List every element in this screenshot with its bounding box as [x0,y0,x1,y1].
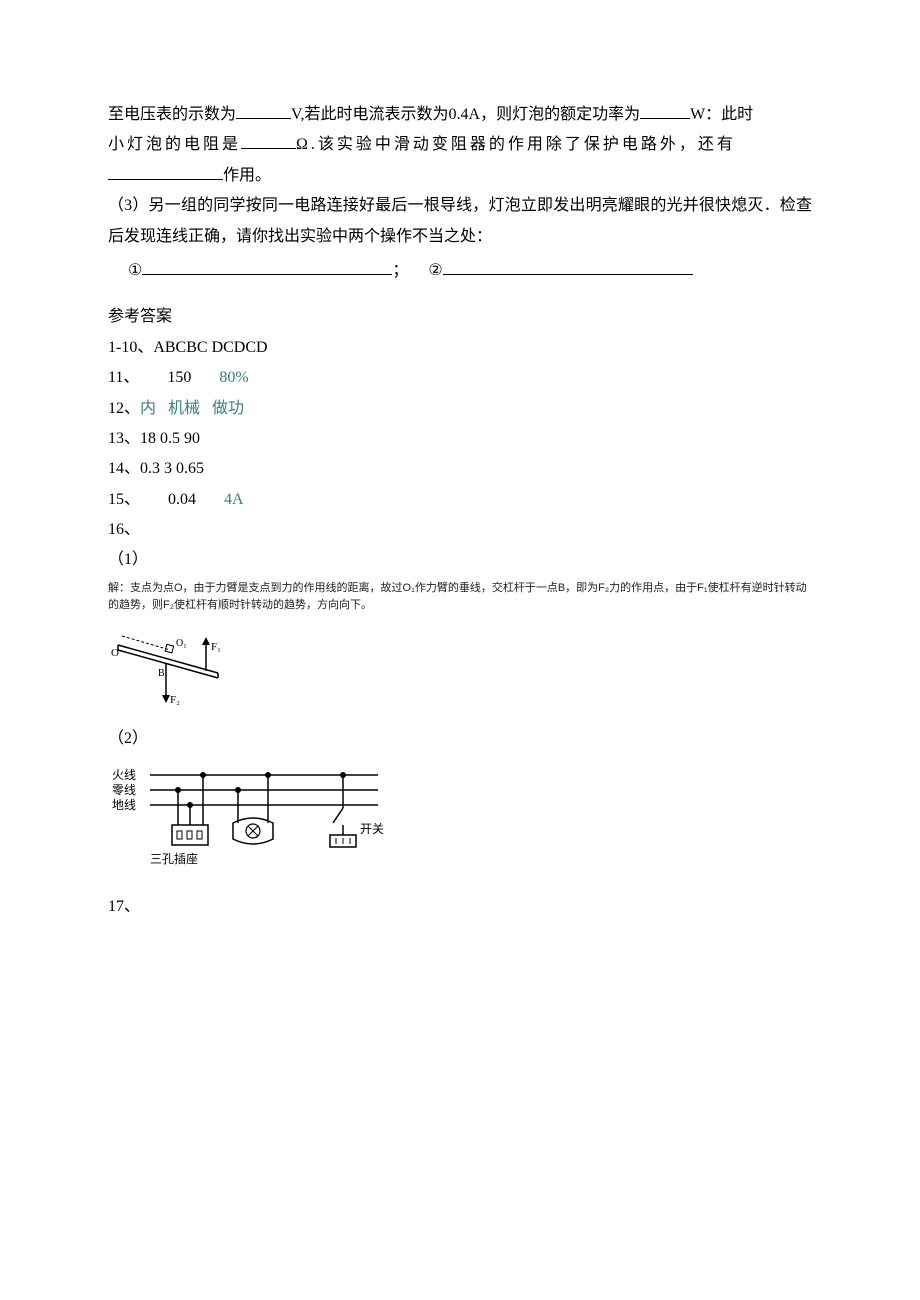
answer-1-10: 1-10、ABCBC DCDCD [108,333,812,363]
answer-15-v2: 4A [224,491,244,508]
q-line3-suffix: 作用。 [223,167,271,184]
q-line1-mid1: V,若此时电流表示数为0.4A，则灯泡的额定功率为 [291,106,640,123]
answer-13: 13、18 0.5 90 [108,424,812,454]
answer-16-sub2: （2） [108,724,812,754]
label-switch: 开关 [360,822,384,836]
label-neutral: 零线 [112,783,136,797]
answer-17: 17、 [108,892,812,922]
label-ground: 地线 [112,798,136,812]
circuit-diagram: 火线 零线 地线 三孔插座 开关 [108,763,812,884]
q-line1-end: W：此时 [690,106,753,123]
circled-1: ① [128,256,142,286]
answer-14: 14、0.3 3 0.65 [108,454,812,484]
answer-12-v1: 内 [140,400,156,417]
answer-11-v1: 150 [167,369,191,386]
q-line2-mid: Ω.该实验中滑动变阻器的作用除了保护电路外，还有 [296,136,736,153]
sep-semicolon: ； [392,262,408,279]
question-line2: 小灯泡的电阻是 Ω.该实验中滑动变阻器的作用除了保护电路外，还有 [108,130,812,160]
question-line1: 至电压表的示数为 V,若此时电流表示数为0.4A，则灯泡的额定功率为 W：此时 [108,100,812,130]
label-socket: 三孔插座 [150,851,198,866]
answer-12: 12、内 机械 做功 [108,394,812,424]
answers-title: 参考答案 [108,302,812,332]
blank-op2 [443,259,693,275]
q-line1-prefix: 至电压表的示数为 [108,106,236,123]
answer-16: 16、 [108,515,812,545]
label-F2: F₂ [170,694,180,706]
answer-16-explanation: 解：支点为点O，由于力臂是支点到力的作用线的距离，故过O₁作力臂的垂线，交杠杆于… [108,580,812,615]
label-O: O [111,647,119,659]
answer-12-v3: 做功 [212,400,244,417]
answer-11-v2: 80% [219,369,248,386]
lever-diagram: O O₁ F₁ B F₂ [108,623,812,724]
q-line2-prefix: 小灯泡的电阻是 [108,136,241,153]
question-3-blanks: ① ； ② [108,256,812,286]
blank-voltage [236,103,291,119]
label-fire: 火线 [112,768,136,782]
answer-11: 11、 150 80% [108,363,812,393]
question-line3: 作用。 [108,161,812,191]
answer-16-sub1: （1） [108,545,812,575]
answer-15: 15、 0.04 4A [108,485,812,515]
label-B: B [158,668,165,679]
answer-11-num: 11、 [108,369,139,386]
circled-2: ② [428,256,442,286]
label-O1: O₁ [176,638,187,649]
answer-15-num: 15、 [108,491,140,508]
answer-12-v2: 机械 [168,400,200,417]
blank-resistance [241,133,296,149]
blank-function [108,164,223,180]
blank-power [640,103,690,119]
blank-op1 [142,259,392,275]
answer-12-num: 12、 [108,400,140,417]
label-F1: F₁ [211,641,221,653]
answer-15-v1: 0.04 [168,491,196,508]
question-3: （3）另一组的同学按同一电路连接好最后一根导线，灯泡立即发出明亮耀眼的光并很快熄… [108,191,812,252]
